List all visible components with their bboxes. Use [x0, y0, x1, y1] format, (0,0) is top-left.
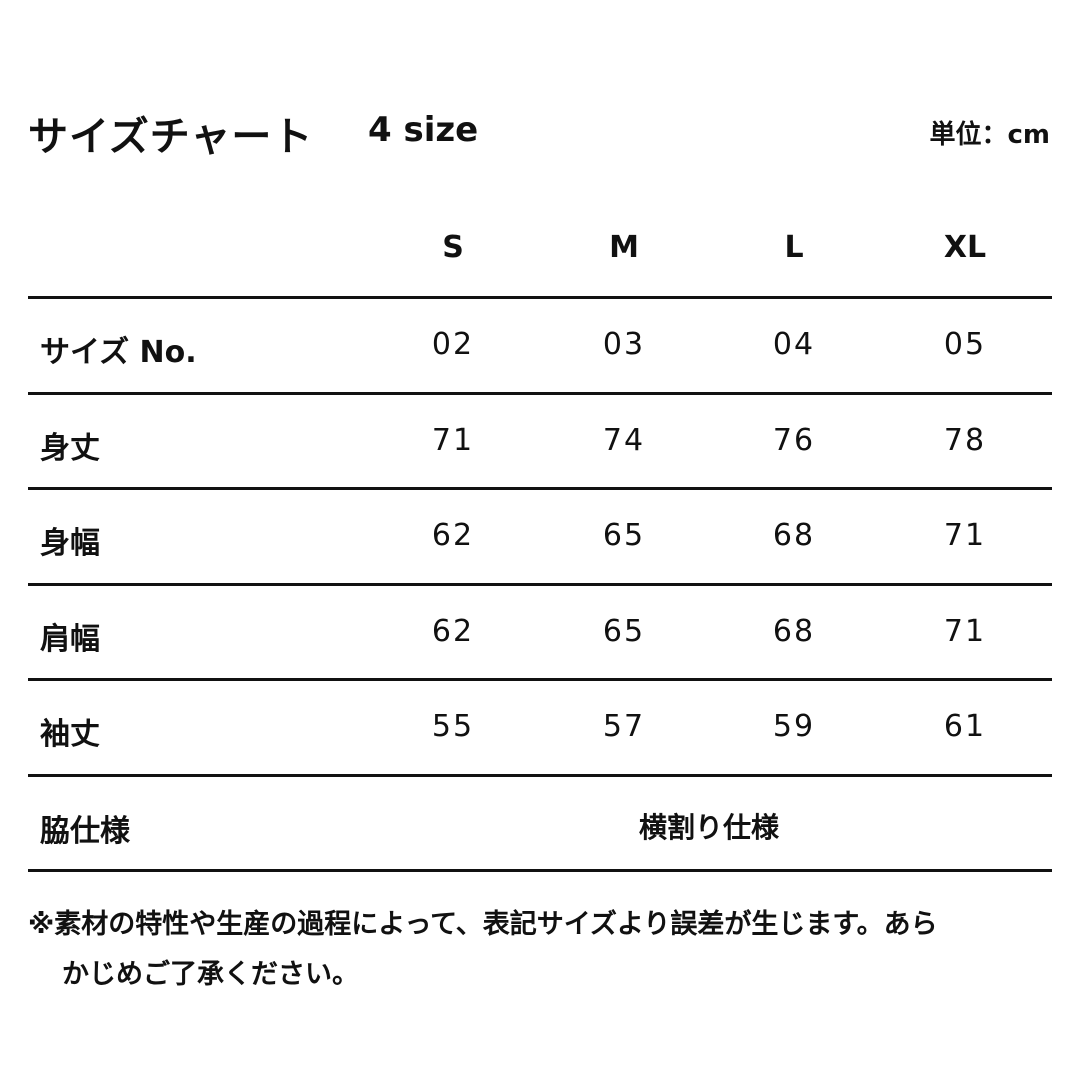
divider: [28, 774, 1052, 777]
row-label: 肩幅: [40, 621, 100, 657]
divider: [28, 296, 1052, 299]
row-label: 袖丈: [40, 717, 100, 753]
column-header-m: M: [609, 230, 639, 265]
row-label: サイズ No.: [40, 335, 197, 370]
table-cell: 59: [772, 709, 816, 745]
divider: [28, 869, 1052, 872]
table-cell: 68: [772, 613, 816, 649]
column-header-s: S: [442, 230, 464, 265]
chart-title: サイズチャート: [28, 114, 314, 160]
divider: [28, 678, 1052, 682]
table-cell: 04: [772, 327, 816, 362]
footnote: ※素材の特性や生産の過程によって、表記サイズより誤差が生じます。あら かじめご了…: [28, 900, 1058, 1000]
table-cell: 76: [772, 422, 816, 458]
size-count: 4 size: [368, 110, 479, 150]
table-cell: 71: [943, 613, 987, 649]
table-cell: 65: [602, 518, 646, 554]
divider: [28, 391, 1052, 395]
table-cell: 03: [602, 327, 646, 362]
row-label: 身丈: [40, 430, 100, 466]
table-cell: 62: [431, 518, 475, 554]
column-header-l: L: [784, 230, 804, 265]
table-cell: 74: [602, 422, 646, 458]
table-cell: 57: [602, 709, 646, 745]
divider: [28, 582, 1052, 586]
table-cell: 78: [943, 422, 987, 458]
unit-label: 単位：cm: [929, 120, 1050, 150]
table-cell: 68: [772, 518, 816, 554]
row-label-side-spec: 脇仕様: [40, 814, 130, 849]
table-cell: 55: [431, 709, 475, 745]
table-cell: 61: [943, 709, 987, 745]
row-label: 身幅: [40, 526, 100, 562]
divider: [28, 487, 1052, 491]
table-cell: 71: [431, 422, 475, 458]
side-spec-value: 横割り仕様: [638, 811, 780, 844]
table-cell: 02: [431, 327, 475, 362]
table-cell: 05: [943, 327, 987, 362]
column-header-xl: XL: [943, 230, 987, 265]
table-cell: 71: [943, 518, 987, 554]
footnote-line-1: ※素材の特性や生産の過程によって、表記サイズより誤差が生じます。あら: [28, 909, 938, 940]
footnote-line-2: かじめご了承ください。: [62, 959, 359, 990]
table-cell: 62: [431, 613, 475, 649]
table-cell: 65: [602, 613, 646, 649]
